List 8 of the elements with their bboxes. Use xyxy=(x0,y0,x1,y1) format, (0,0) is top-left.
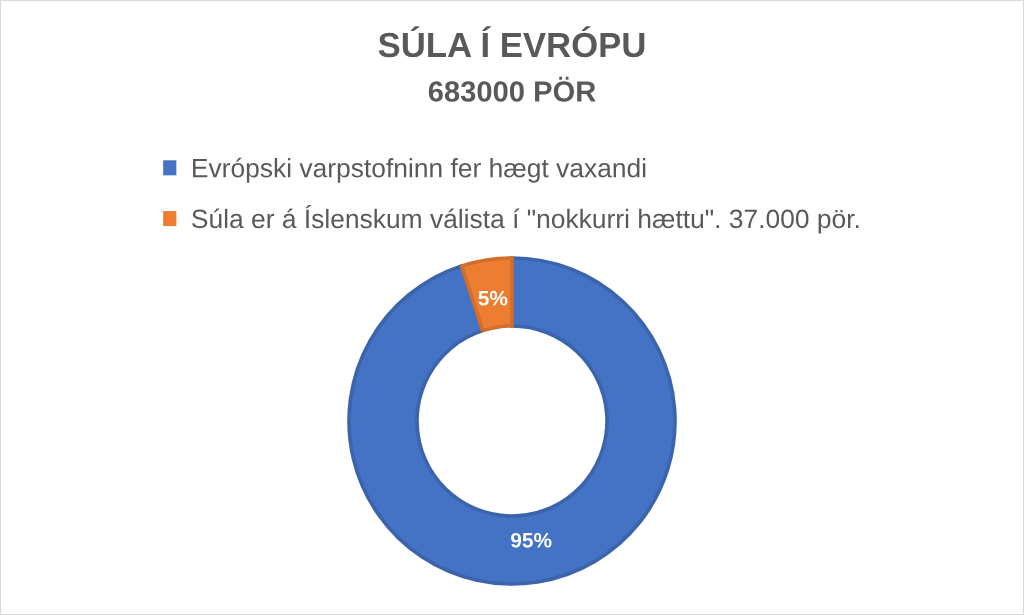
data-label: 95% xyxy=(511,532,552,548)
data-label: 5% xyxy=(478,290,508,306)
chart-subtitle: 683000 PÖR xyxy=(428,76,596,102)
donut-slice xyxy=(347,256,677,586)
legend-label: Súla er á Íslenskum válista í "nokkurri hættu". 37.000 pör. xyxy=(192,205,859,234)
legend-label: Evrópski varpstofninn fer hægt vaxandi xyxy=(193,157,646,183)
chart-title: SÚLA Í EVRÓPU xyxy=(378,26,645,58)
donut-slice xyxy=(459,256,514,333)
